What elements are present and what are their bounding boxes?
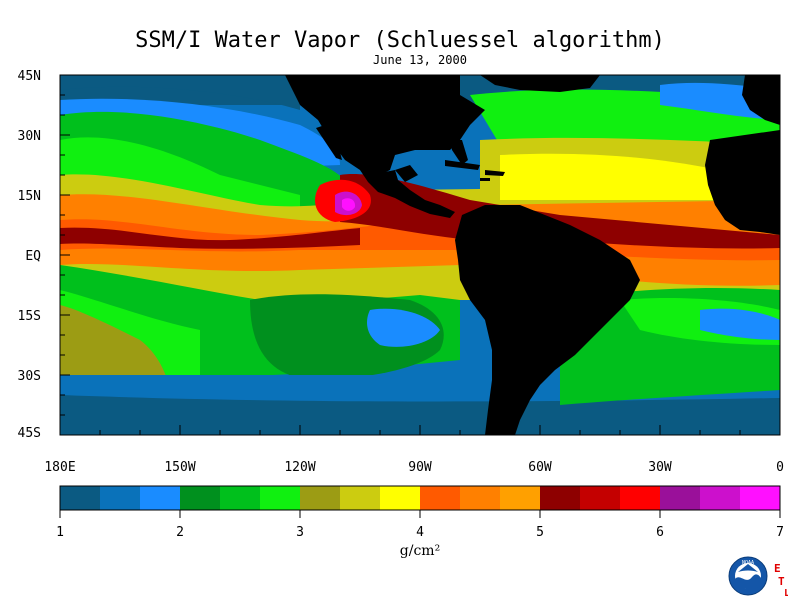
colorbar-swatch	[540, 486, 581, 510]
colorbar-swatch	[580, 486, 621, 510]
colorbar-tick-label: 7	[776, 525, 784, 540]
logo-letter: E	[774, 562, 781, 575]
africa-land	[705, 130, 780, 235]
colorbar-tick-label: 4	[416, 525, 424, 540]
lat-label: 30S	[18, 369, 41, 384]
lat-label: 30N	[18, 129, 41, 144]
colorbar-tick-labels: 1 2 3 4 5 6 7	[56, 525, 784, 540]
noaa-logo: NOAA E T L	[728, 555, 790, 599]
south-america-land	[455, 205, 640, 435]
north-america-land	[285, 75, 485, 178]
colorbar-swatch	[260, 486, 301, 510]
lon-label: 150W	[164, 460, 195, 475]
colorbar-tick-label: 6	[656, 525, 664, 540]
lon-label: 0	[776, 460, 784, 475]
land-masses	[285, 75, 780, 435]
lat-ticks	[60, 74, 70, 436]
colorbar-swatch	[180, 486, 221, 510]
colorbar-unit-label: g/cm²	[400, 543, 440, 559]
colorbar-swatch	[620, 486, 661, 510]
colorbar-swatch	[220, 486, 261, 510]
colorbar-tick-label: 1	[56, 525, 64, 540]
logo-letter: L	[784, 588, 788, 597]
colorbar-swatch	[380, 486, 421, 510]
lat-label: 15S	[18, 309, 41, 324]
svg-text:NOAA: NOAA	[742, 560, 754, 566]
lat-label: 45N	[18, 69, 41, 84]
water-vapor-field	[60, 75, 780, 435]
lon-labels: 180E 150W 120W 90W 60W 30W 0	[44, 460, 784, 475]
colorbar-swatch	[60, 486, 101, 510]
lon-label: 30W	[648, 460, 672, 475]
colorbar-swatch	[300, 486, 341, 510]
colorbar-tick-label: 3	[296, 525, 304, 540]
chart-title: SSM/I Water Vapor (Schluessel algorithm)	[135, 28, 665, 53]
colorbar-swatch	[660, 486, 701, 510]
lon-label: 180E	[44, 460, 75, 475]
colorbar-swatch	[100, 486, 141, 510]
colorbar-swatch	[700, 486, 741, 510]
colorbar	[60, 486, 781, 510]
logo-letter: T	[778, 575, 785, 588]
colorbar-swatch	[140, 486, 181, 510]
colorbar-swatch	[740, 486, 781, 510]
lon-label: 120W	[284, 460, 315, 475]
colorbar-swatch	[500, 486, 541, 510]
lat-label: EQ	[25, 249, 41, 264]
lon-ticks	[59, 425, 781, 435]
noaa-emblem-icon: NOAA E T L	[728, 556, 790, 599]
lon-label: 60W	[528, 460, 552, 475]
colorbar-swatch	[420, 486, 461, 510]
colorbar-ticks	[59, 510, 781, 518]
lat-label: 15N	[18, 189, 41, 204]
lat-labels: 45N 30N 15N EQ 15S 30S 45S	[18, 69, 42, 441]
lon-label: 90W	[408, 460, 432, 475]
colorbar-swatch	[340, 486, 381, 510]
colorbar-tick-label: 2	[176, 525, 184, 540]
europe-land	[742, 75, 780, 125]
colorbar-swatch	[460, 486, 501, 510]
lat-label: 45S	[18, 426, 41, 441]
central-america-land	[360, 170, 455, 218]
colorbar-tick-label: 5	[536, 525, 544, 540]
chart-date: June 13, 2000	[373, 53, 467, 67]
